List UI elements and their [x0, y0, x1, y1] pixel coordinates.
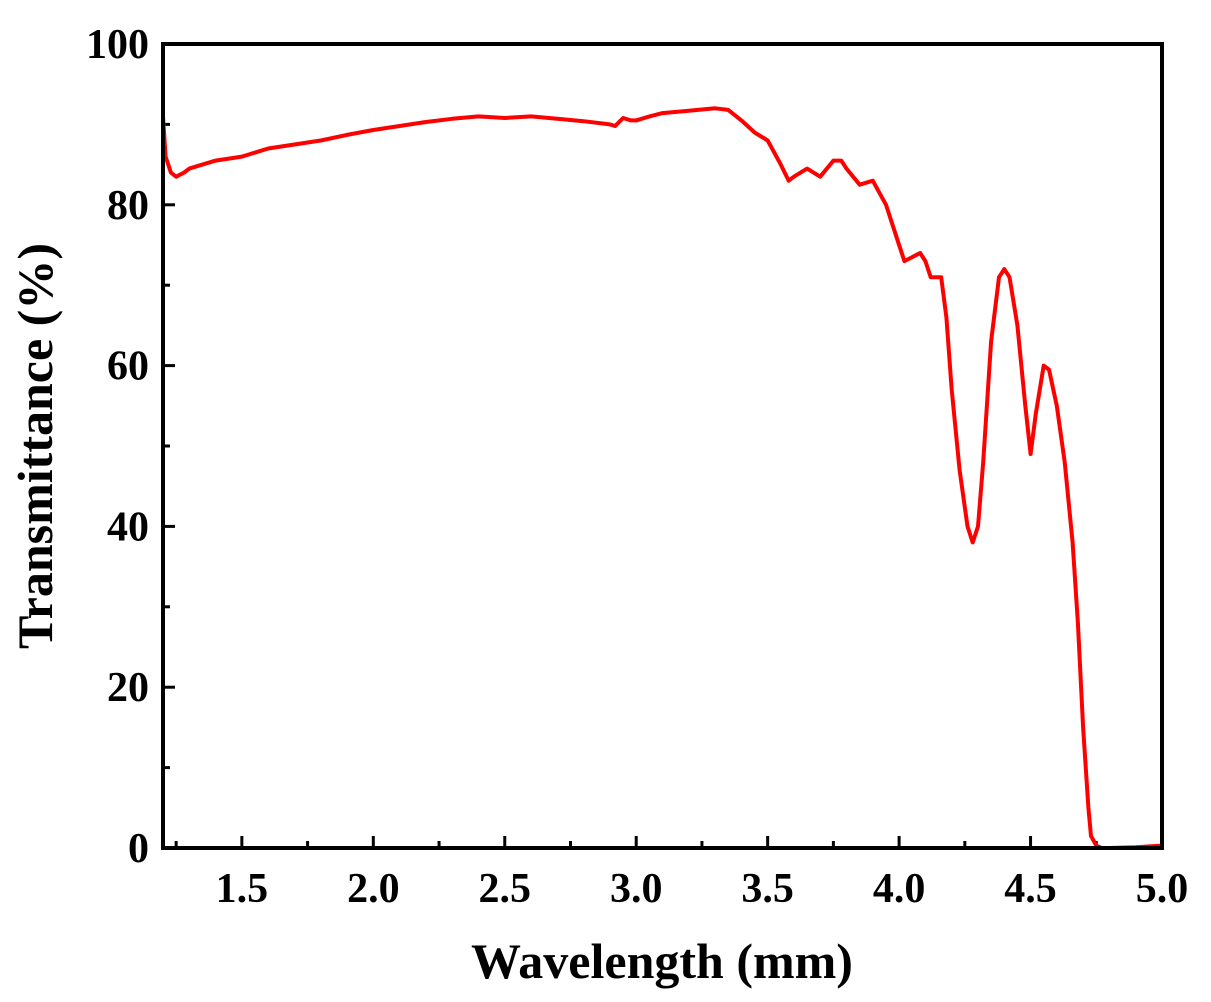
plot-frame	[161, 42, 1164, 850]
x-tick-label: 3.5	[741, 866, 794, 912]
ticks-layer	[163, 42, 1164, 850]
x-tick-label: 1.5	[216, 866, 269, 912]
x-tick-label: 3.0	[610, 866, 663, 912]
x-axis-title: Wavelength (mm)	[471, 933, 853, 989]
y-tick-label: 40	[107, 504, 149, 550]
y-tick-label: 80	[107, 183, 149, 229]
x-tick-label: 4.5	[1004, 866, 1057, 912]
y-tick-label: 100	[86, 22, 149, 68]
y-axis-title: Transmittance (%)	[7, 243, 63, 649]
y-tick-label: 0	[128, 826, 149, 872]
labels-layer: 1.5 2.0 2.5 3.0 3.5 4.0 4.5 5.0 0 20 40 60 80 100	[86, 22, 1188, 912]
x-tick-label: 2.0	[347, 866, 400, 912]
transmittance-series-line	[161, 106, 1164, 850]
x-tick-label: 4.0	[873, 866, 926, 912]
x-tick-label: 5.0	[1136, 866, 1189, 912]
x-tick-label: 2.5	[479, 866, 532, 912]
y-tick-label: 20	[107, 665, 149, 711]
series-layer	[161, 106, 1164, 850]
y-tick-label: 60	[107, 344, 149, 390]
